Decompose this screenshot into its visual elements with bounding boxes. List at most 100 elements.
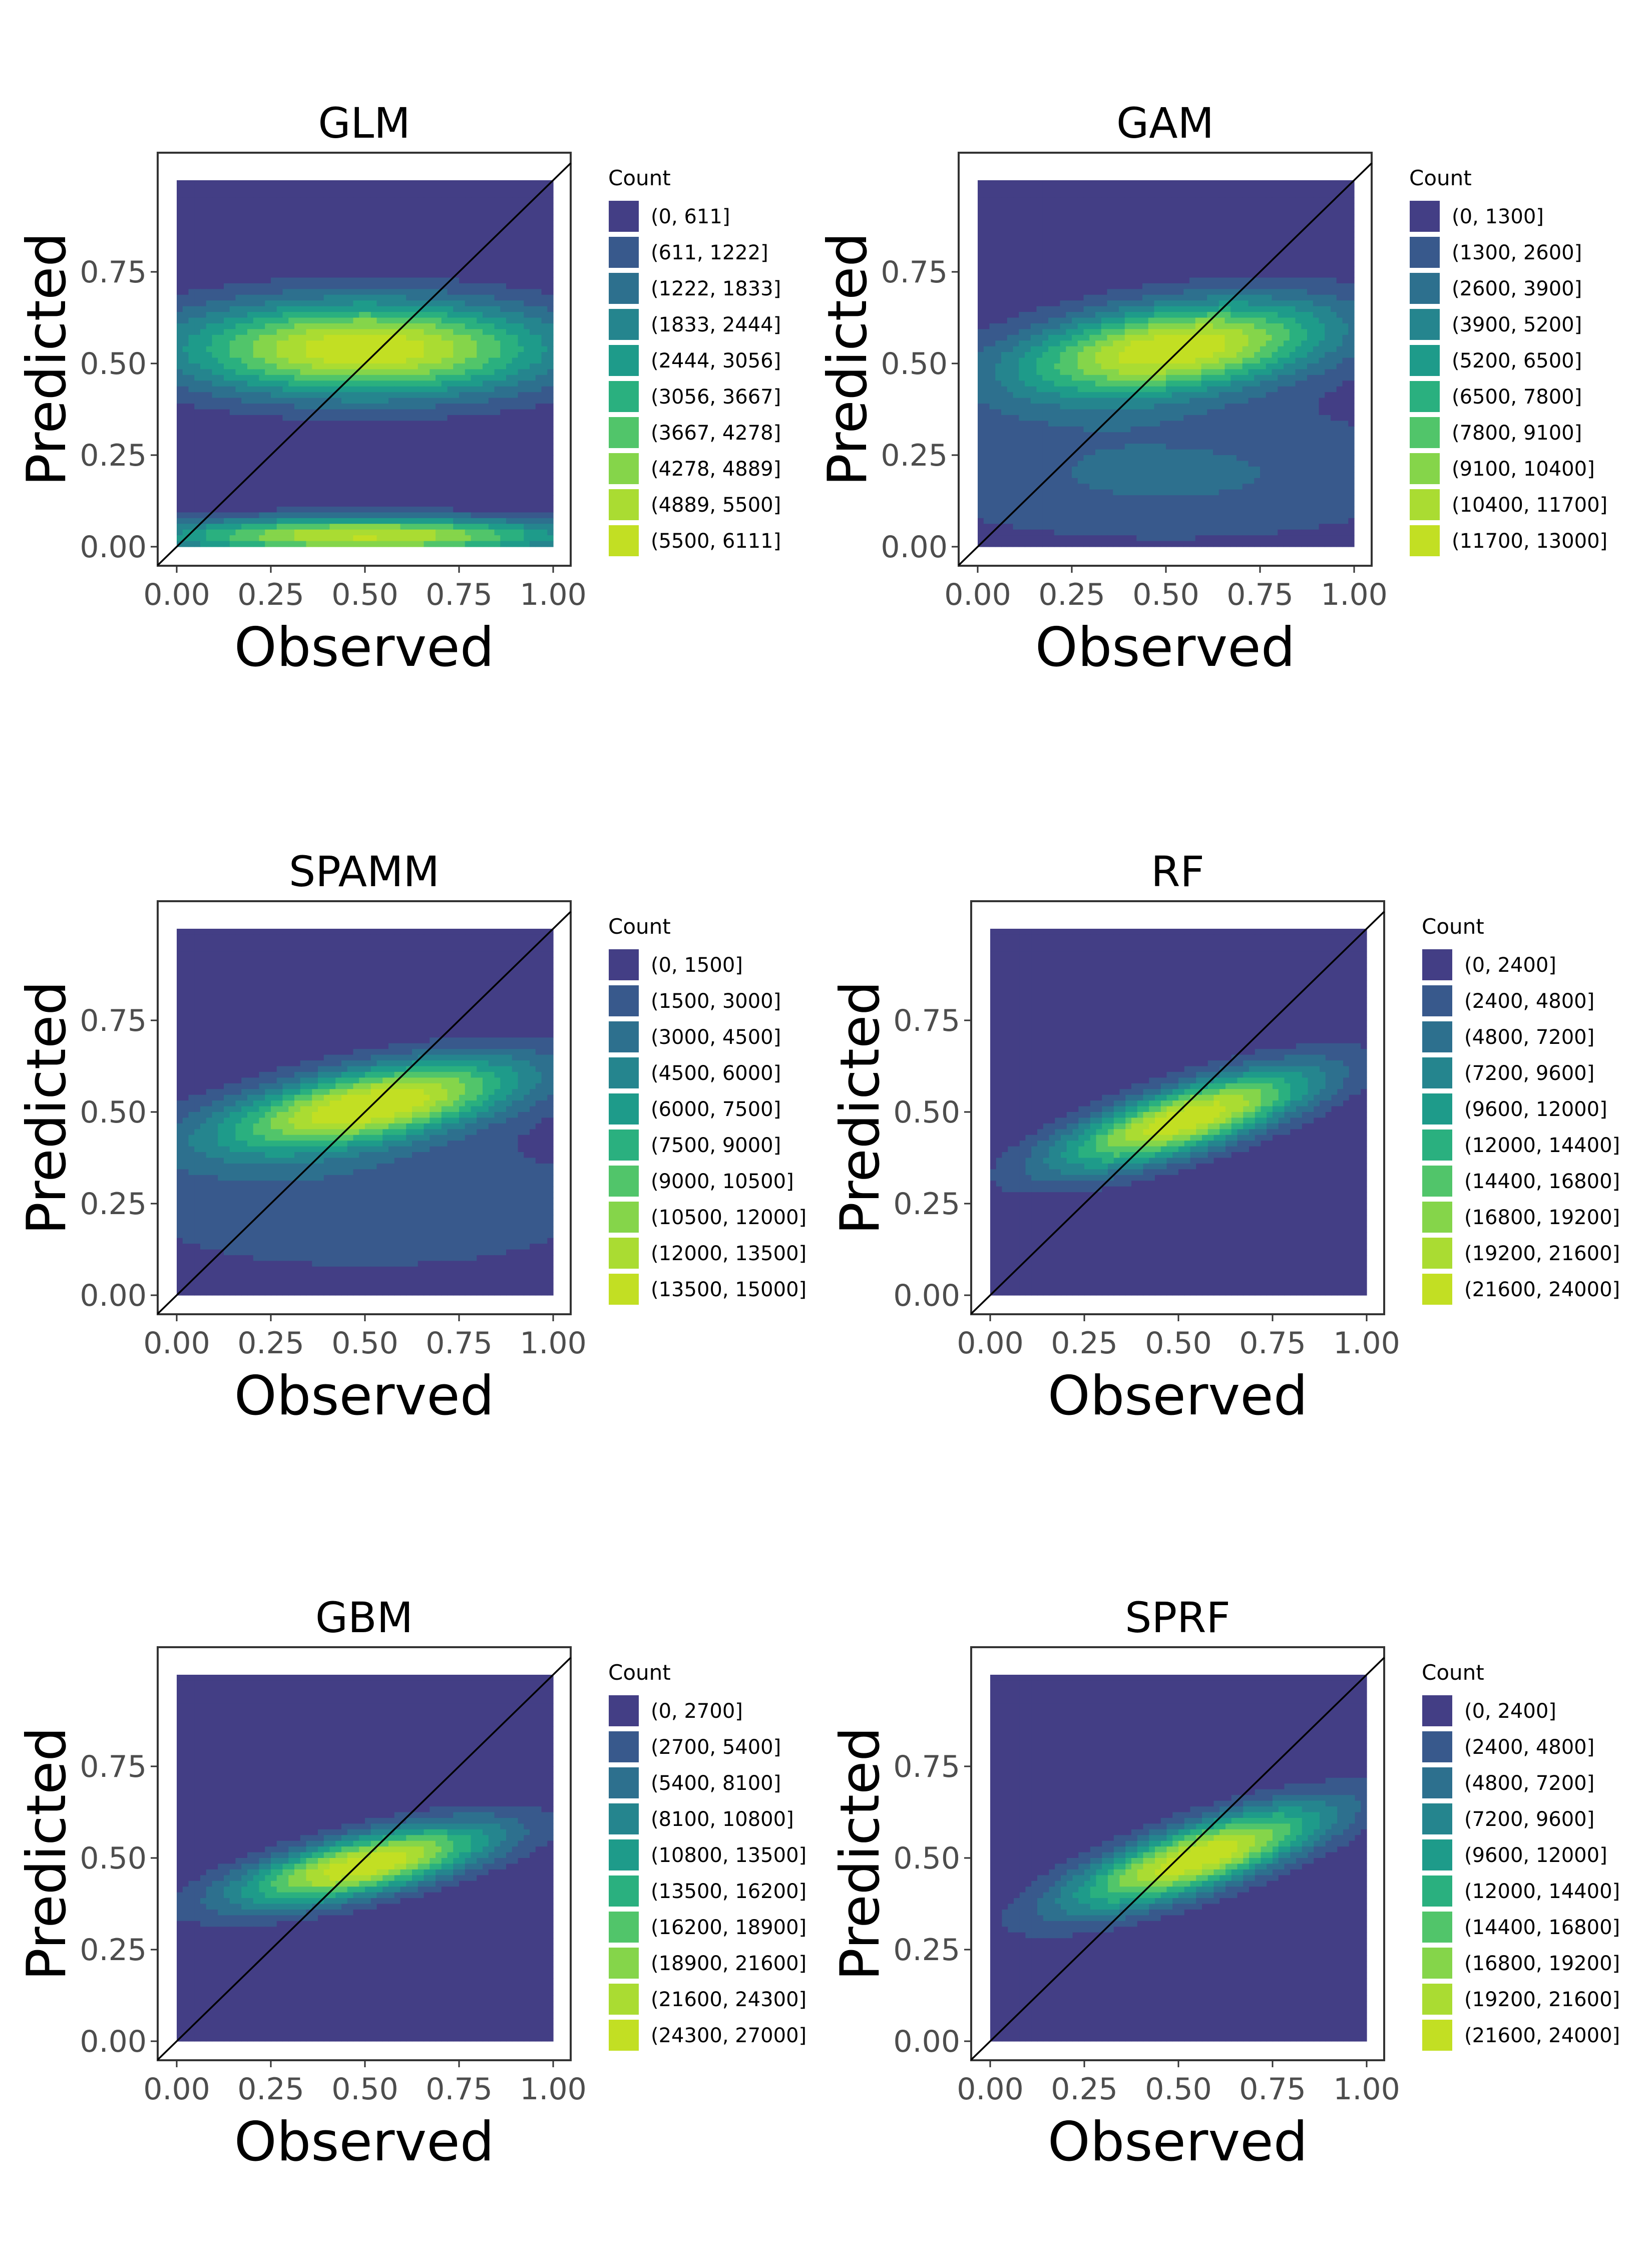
density-cell	[1136, 237, 1142, 243]
density-cell	[288, 410, 294, 416]
density-cell	[1078, 192, 1084, 198]
density-cell	[412, 340, 418, 346]
density-cell	[388, 346, 394, 352]
density-cell	[489, 512, 495, 518]
density-cell	[189, 340, 195, 346]
density-cell	[500, 415, 506, 421]
density-cell	[377, 518, 383, 524]
density-cell	[506, 512, 512, 518]
density-cell	[512, 461, 518, 467]
density-cell	[294, 340, 300, 346]
density-cell	[371, 192, 377, 198]
density-cell	[177, 352, 183, 358]
density-cell	[212, 215, 218, 221]
density-cell	[495, 484, 501, 490]
density-cell	[412, 352, 418, 358]
density-cell	[418, 541, 424, 547]
density-cell	[1195, 226, 1201, 232]
density-cell	[189, 387, 195, 393]
density-cell	[406, 444, 412, 450]
density-cell	[359, 512, 365, 518]
density-cell	[984, 203, 990, 209]
density-cell	[1013, 215, 1019, 221]
density-cell	[436, 438, 442, 444]
density-cell	[335, 180, 341, 186]
density-cell	[177, 404, 183, 410]
density-cell	[212, 295, 218, 301]
density-cell	[483, 450, 489, 456]
density-cell	[277, 410, 283, 416]
density-cell	[194, 444, 200, 450]
density-cell	[1025, 243, 1031, 249]
density-cell	[524, 375, 530, 381]
density-cell	[542, 363, 548, 369]
density-cell	[206, 398, 212, 404]
density-cell	[212, 535, 218, 541]
density-cell	[377, 507, 383, 513]
density-cell	[489, 277, 495, 283]
density-cell	[318, 501, 324, 507]
density-cell	[341, 295, 347, 301]
density-cell	[394, 260, 400, 266]
density-cell	[400, 427, 406, 433]
density-cell	[365, 455, 371, 461]
density-cell	[424, 461, 430, 467]
density-cell	[194, 266, 200, 272]
density-cell	[330, 255, 336, 261]
density-cell	[335, 415, 341, 421]
density-cell	[1048, 237, 1054, 243]
density-cell	[500, 186, 506, 192]
density-cell	[253, 501, 259, 507]
density-cell	[424, 260, 430, 266]
density-cell	[483, 232, 489, 238]
density-cell	[400, 215, 406, 221]
density-cell	[530, 318, 536, 324]
density-cell	[448, 335, 454, 341]
density-cell	[330, 197, 336, 203]
density-cell	[247, 512, 253, 518]
density-cell	[518, 387, 524, 393]
density-cell	[277, 300, 283, 306]
density-cell	[448, 375, 454, 381]
density-cell	[547, 427, 553, 433]
density-cell	[230, 387, 236, 393]
density-cell	[194, 249, 200, 255]
density-cell	[471, 375, 477, 381]
density-cell	[189, 484, 195, 490]
density-cell	[1178, 209, 1184, 215]
density-cell	[453, 421, 459, 427]
density-cell	[241, 277, 247, 283]
density-cell	[230, 283, 236, 289]
density-cell	[442, 289, 448, 295]
density-cell	[230, 392, 236, 398]
density-cell	[1160, 215, 1166, 221]
density-cell	[1260, 232, 1266, 238]
density-cell	[471, 518, 477, 524]
density-cell	[241, 260, 247, 266]
density-cell	[412, 535, 418, 541]
density-cell	[359, 467, 365, 473]
density-cell	[330, 450, 336, 456]
density-cell	[984, 186, 990, 192]
density-cell	[312, 192, 318, 198]
density-cell	[236, 398, 242, 404]
density-cell	[300, 306, 306, 312]
density-cell	[1319, 249, 1325, 255]
density-cell	[371, 381, 377, 387]
density-cell	[1284, 249, 1290, 255]
density-cell	[247, 272, 253, 278]
density-cell	[324, 226, 330, 232]
density-cell	[512, 346, 518, 352]
density-cell	[271, 266, 277, 272]
density-cell	[518, 530, 524, 536]
density-cell	[1260, 243, 1266, 249]
density-cell	[995, 237, 1001, 243]
density-cell	[365, 335, 371, 341]
density-cell	[1213, 192, 1219, 198]
density-cell	[247, 450, 253, 456]
density-cell	[218, 363, 224, 369]
density-cell	[406, 277, 412, 283]
density-cell	[524, 283, 530, 289]
density-cell	[442, 507, 448, 513]
density-cell	[324, 410, 330, 416]
